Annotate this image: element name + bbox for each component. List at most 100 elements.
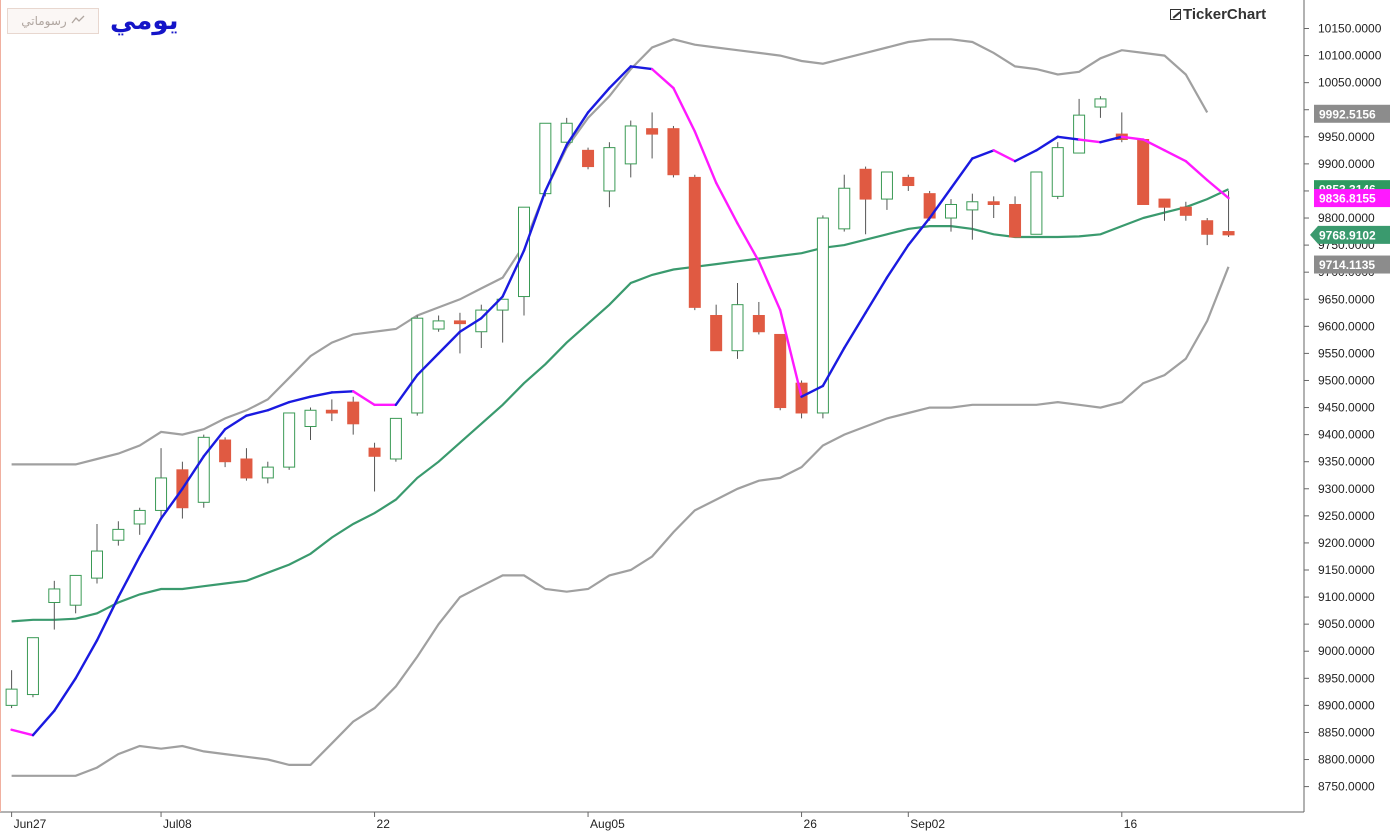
candle[interactable] (966, 193, 979, 240)
candle[interactable] (69, 574, 82, 614)
candle[interactable] (1094, 96, 1107, 118)
candle[interactable] (731, 283, 744, 359)
time-axis[interactable]: Jun27 Jul08 22 Aug05 26 Sep02 16 (11, 812, 1138, 831)
candle[interactable] (560, 117, 573, 148)
ma-short-segment (394, 373, 419, 407)
candle[interactable] (667, 125, 680, 178)
candle[interactable] (646, 112, 659, 159)
price-tag-bg (1310, 225, 1390, 244)
price-tag-label: 9992.5156 (1319, 107, 1376, 121)
y-tick-label: 9800.0000 (1318, 211, 1375, 225)
candle[interactable] (48, 580, 61, 630)
ma-short-segment (31, 709, 56, 737)
price-axis[interactable]: 8750.0000 8800.0000 8850.0000 8900.0000 8950… (1304, 22, 1382, 794)
y-tick-label: 9450.0000 (1318, 401, 1375, 415)
candle-body (304, 409, 317, 428)
candle-body (69, 574, 82, 606)
candle[interactable] (1137, 139, 1150, 205)
candle-body (582, 149, 595, 168)
candle[interactable] (1073, 98, 1086, 154)
candle[interactable] (304, 407, 317, 441)
candle[interactable] (261, 461, 274, 484)
candle[interactable] (389, 417, 402, 462)
candle-body (240, 458, 253, 479)
candle[interactable] (347, 396, 360, 435)
y-tick-label: 9950.0000 (1318, 130, 1375, 144)
candle[interactable] (752, 301, 765, 335)
ma-short-segment (95, 595, 120, 642)
candle[interactable] (1009, 196, 1022, 238)
candle[interactable] (112, 521, 125, 546)
candle-body (1030, 171, 1043, 235)
candle[interactable] (1030, 171, 1043, 235)
candle[interactable] (283, 412, 296, 470)
candle[interactable] (155, 448, 168, 519)
ma-short-segment (458, 317, 483, 333)
candle-body (5, 688, 18, 706)
candle[interactable] (1179, 201, 1192, 221)
price-tag-bg (1314, 104, 1390, 123)
ma-short-segment (608, 65, 632, 90)
ma-short-segment (885, 243, 910, 279)
candle-body (624, 125, 637, 165)
candle-body (133, 509, 146, 525)
candle[interactable] (582, 147, 595, 170)
long-moving-average (11, 188, 1229, 623)
y-tick-label: 9400.0000 (1318, 428, 1375, 442)
ma-short-segment (416, 352, 440, 377)
brand-name: TickerChart (1183, 6, 1267, 23)
candle-body (880, 171, 893, 200)
candle[interactable] (496, 298, 509, 343)
candle[interactable] (987, 196, 1000, 219)
candle[interactable] (240, 448, 253, 481)
candle[interactable] (133, 507, 146, 535)
ma-short-segment (437, 330, 462, 355)
candle[interactable] (5, 670, 18, 709)
candle[interactable] (624, 120, 637, 178)
candle[interactable] (603, 142, 616, 208)
candle-body (838, 187, 851, 230)
price-tag-bg (1314, 189, 1390, 208)
y-tick-label: 10150.0000 (1318, 22, 1382, 36)
candle[interactable] (1158, 198, 1171, 221)
candle[interactable] (710, 304, 723, 352)
candle[interactable] (902, 174, 915, 191)
candle[interactable] (325, 399, 338, 422)
ma-short-segment (330, 390, 355, 394)
candle[interactable] (91, 523, 103, 584)
candle[interactable] (432, 315, 445, 332)
candle-body (646, 128, 659, 135)
candle[interactable] (859, 166, 872, 235)
candle[interactable] (411, 315, 424, 416)
candle[interactable] (688, 174, 701, 311)
candle[interactable] (197, 434, 210, 508)
price-tag-label: 9768.9102 (1319, 228, 1376, 242)
candle-body (1051, 147, 1064, 197)
candle[interactable] (219, 437, 232, 468)
ma-short-segment (1184, 159, 1209, 182)
candle[interactable] (838, 174, 851, 232)
candle[interactable] (475, 304, 488, 348)
candle-body (667, 128, 680, 176)
candle[interactable] (368, 442, 381, 492)
y-tick-label: 9050.0000 (1318, 617, 1375, 631)
candle[interactable] (880, 171, 893, 210)
y-tick-label: 9350.0000 (1318, 455, 1375, 469)
candle-body (560, 122, 573, 143)
candle[interactable] (945, 199, 957, 232)
price-tag: 9768.9102 (1310, 225, 1390, 244)
ma-short-segment (10, 728, 35, 737)
chart-style-button[interactable]: رسوماتي (7, 8, 99, 34)
candle[interactable] (1201, 218, 1214, 246)
candle[interactable] (1051, 142, 1064, 200)
ma-short-segment (266, 400, 291, 412)
ma-short-segment (117, 555, 141, 599)
candle[interactable] (774, 333, 787, 411)
candle[interactable] (795, 380, 808, 419)
candle[interactable] (26, 637, 39, 698)
ma-short-segment (800, 384, 825, 398)
ma-short-segment (202, 428, 227, 458)
ma-short-segment (1120, 135, 1145, 141)
period-label[interactable]: يومي (110, 6, 179, 36)
